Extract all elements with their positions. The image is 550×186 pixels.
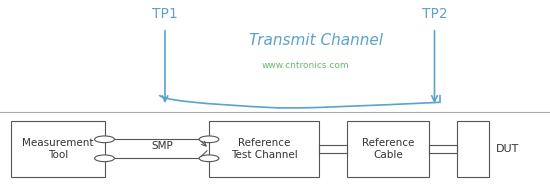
Text: TP2: TP2: [422, 7, 447, 21]
Circle shape: [95, 136, 114, 143]
Text: Transmit Channel: Transmit Channel: [249, 33, 383, 48]
Text: Measurement
Tool: Measurement Tool: [22, 138, 94, 160]
FancyBboxPatch shape: [456, 121, 490, 177]
Circle shape: [199, 155, 219, 162]
Text: Reference
Cable: Reference Cable: [361, 138, 414, 160]
FancyBboxPatch shape: [346, 121, 429, 177]
FancyBboxPatch shape: [209, 121, 319, 177]
Text: Reference
Test Channel: Reference Test Channel: [230, 138, 298, 160]
Text: SMP: SMP: [151, 141, 173, 151]
Text: TP1: TP1: [152, 7, 178, 21]
FancyBboxPatch shape: [11, 121, 104, 177]
Circle shape: [95, 155, 114, 162]
Circle shape: [199, 136, 219, 143]
Text: DUT: DUT: [496, 144, 519, 154]
Text: www.cntronics.com: www.cntronics.com: [261, 61, 349, 70]
